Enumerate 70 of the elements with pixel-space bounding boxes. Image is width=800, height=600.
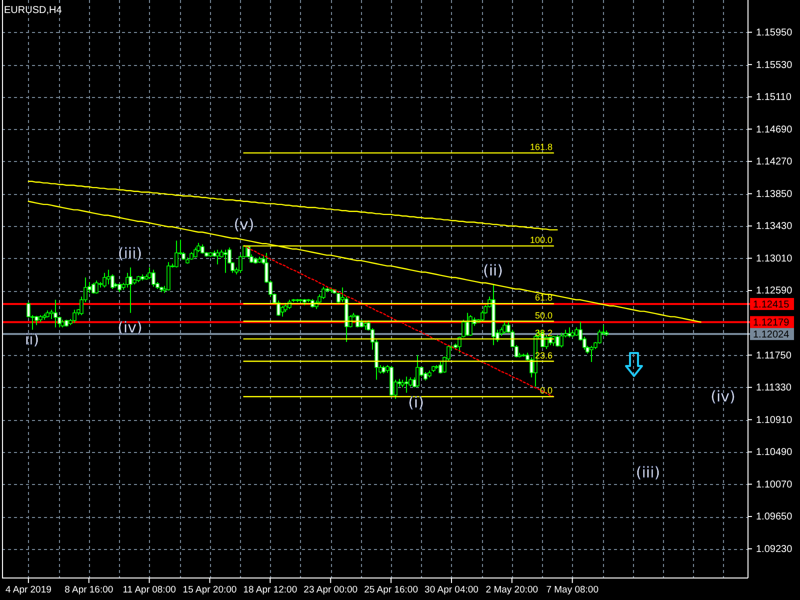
y-tick-label: 1.11330: [756, 382, 792, 394]
y-tick-label: 1.13430: [756, 221, 793, 232]
candlestick: [280, 305, 284, 318]
ref-line-label: 1.12179: [753, 318, 790, 329]
y-tick-label: 1.09650: [756, 512, 793, 523]
y-tick-label: 1.15950: [756, 27, 793, 38]
y-tick-label: 1.10910: [756, 414, 793, 426]
candlestick: [34, 315, 38, 326]
x-tick-label: 2 May 20:00: [486, 584, 538, 596]
candlestick: [590, 345, 594, 363]
y-tick-label: 1.11750: [756, 350, 792, 362]
annotation: (v): [234, 215, 254, 234]
candlestick: [544, 335, 548, 350]
annotation: (ii): [482, 261, 504, 280]
candlestick: [224, 249, 228, 274]
x-tick-label: 23 Apr 00:00: [304, 584, 358, 596]
candlestick: [468, 314, 472, 336]
candlestick: [54, 299, 58, 328]
y-tick-label: 1.09230: [756, 544, 793, 555]
y-tick-label: 1.14690: [756, 124, 793, 136]
annotation: (iv): [710, 387, 736, 406]
series-label: 0.0: [540, 386, 552, 396]
x-tick-label: 18 Apr 12:00: [243, 584, 298, 596]
annotation: ii): [24, 330, 40, 348]
x-tick-label: 7 May 08:00: [546, 584, 599, 596]
y-tick-label: 1.12590: [756, 286, 793, 297]
candlestick: [404, 376, 408, 394]
x-tick-label: 8 Apr 16:00: [64, 584, 114, 596]
candlestick: [106, 269, 110, 285]
candlestick: [110, 274, 114, 290]
candlestick: [322, 286, 326, 300]
y-tick-label: 1.10490: [756, 447, 793, 458]
ref-line-label: 1.12024: [753, 330, 790, 341]
candlestick: [194, 246, 198, 258]
candlestick: [568, 326, 572, 338]
y-tick-label: 1.15530: [756, 60, 793, 71]
candlestick: [416, 354, 420, 388]
y-tick-label: 1.10070: [756, 479, 793, 490]
y-tick-label: 1.15110: [756, 92, 792, 104]
series-label: 50.0: [534, 310, 552, 320]
annotation: (iv): [118, 318, 142, 336]
x-tick-label: 15 Apr 20:00: [182, 584, 237, 596]
series-label: 161.8: [530, 142, 552, 152]
candlestick: [128, 266, 132, 314]
line-series: [28, 200, 702, 323]
candlestick: [502, 322, 506, 334]
series-label: 61.8: [534, 292, 552, 303]
series-label: 100.0: [530, 234, 552, 245]
candlestick: [216, 249, 220, 265]
candlestick: [102, 272, 106, 288]
line-series: [28, 180, 558, 230]
annotation: (iii): [636, 463, 660, 482]
ref-line-label: 1.12415: [753, 299, 790, 310]
candlestick: [166, 262, 170, 292]
candlestick: [284, 302, 288, 313]
annotation: (iii): [118, 244, 142, 262]
candlestick: [560, 332, 564, 348]
text: EURUSD,H4: [4, 5, 62, 16]
y-tick-label: 1.13850: [756, 188, 793, 200]
x-tick-label: 25 Apr 16:00: [364, 584, 418, 596]
candlestick: [152, 269, 156, 288]
candlestick: [94, 280, 98, 294]
annotation: (i): [408, 393, 424, 412]
x-tick-label: 30 Apr 04:00: [424, 584, 478, 596]
candlestick: [174, 240, 178, 268]
x-tick-label: 4 Apr 2019: [5, 584, 52, 596]
x-tick-label: 11 Apr 08:00: [122, 584, 176, 596]
y-tick-label: 1.13010: [756, 253, 793, 264]
candlestick: [72, 309, 76, 324]
y-tick-label: 1.14270: [756, 156, 793, 168]
